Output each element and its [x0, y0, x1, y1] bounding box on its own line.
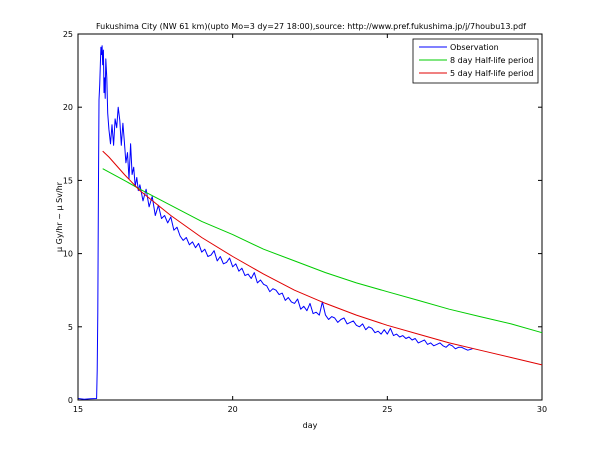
legend-label-5-day: 5 day Half-life period	[450, 69, 534, 78]
legend: Observation 8 day Half-life period 5 day…	[412, 38, 539, 84]
x-tick-label: 30	[537, 405, 547, 414]
series-line-1	[102, 168, 543, 334]
y-tick-label: 5	[68, 323, 73, 332]
series-layer	[77, 45, 543, 400]
y-tick-label: 15	[63, 176, 73, 185]
tick-layer: 15 20 25 30 0 5 10 15 20 25	[63, 30, 547, 414]
x-tick-label: 20	[228, 405, 238, 414]
y-tick-label: 10	[63, 250, 73, 259]
legend-box	[412, 38, 539, 84]
legend-label-8-day: 8 day Half-life period	[450, 56, 534, 65]
axes-box	[77, 33, 543, 401]
chart-title: Fukushima City (NW 61 km)(upto Mo=3 dy=2…	[96, 22, 526, 31]
plot-area: 15 20 25 30 0 5 10 15 20 25	[63, 30, 547, 414]
y-tick-label: 25	[63, 30, 73, 39]
x-axis-label: day	[303, 421, 318, 430]
x-tick-label: 25	[382, 405, 392, 414]
y-tick-label: 0	[68, 396, 73, 405]
series-line-2	[102, 150, 543, 366]
legend-label-observation: Observation	[450, 43, 499, 52]
series-line-0	[77, 45, 473, 400]
y-tick-label: 20	[63, 103, 73, 112]
x-tick-label: 15	[73, 405, 83, 414]
y-axis-label: μ Gy/hr ~ μ Sv/hr	[55, 181, 64, 252]
